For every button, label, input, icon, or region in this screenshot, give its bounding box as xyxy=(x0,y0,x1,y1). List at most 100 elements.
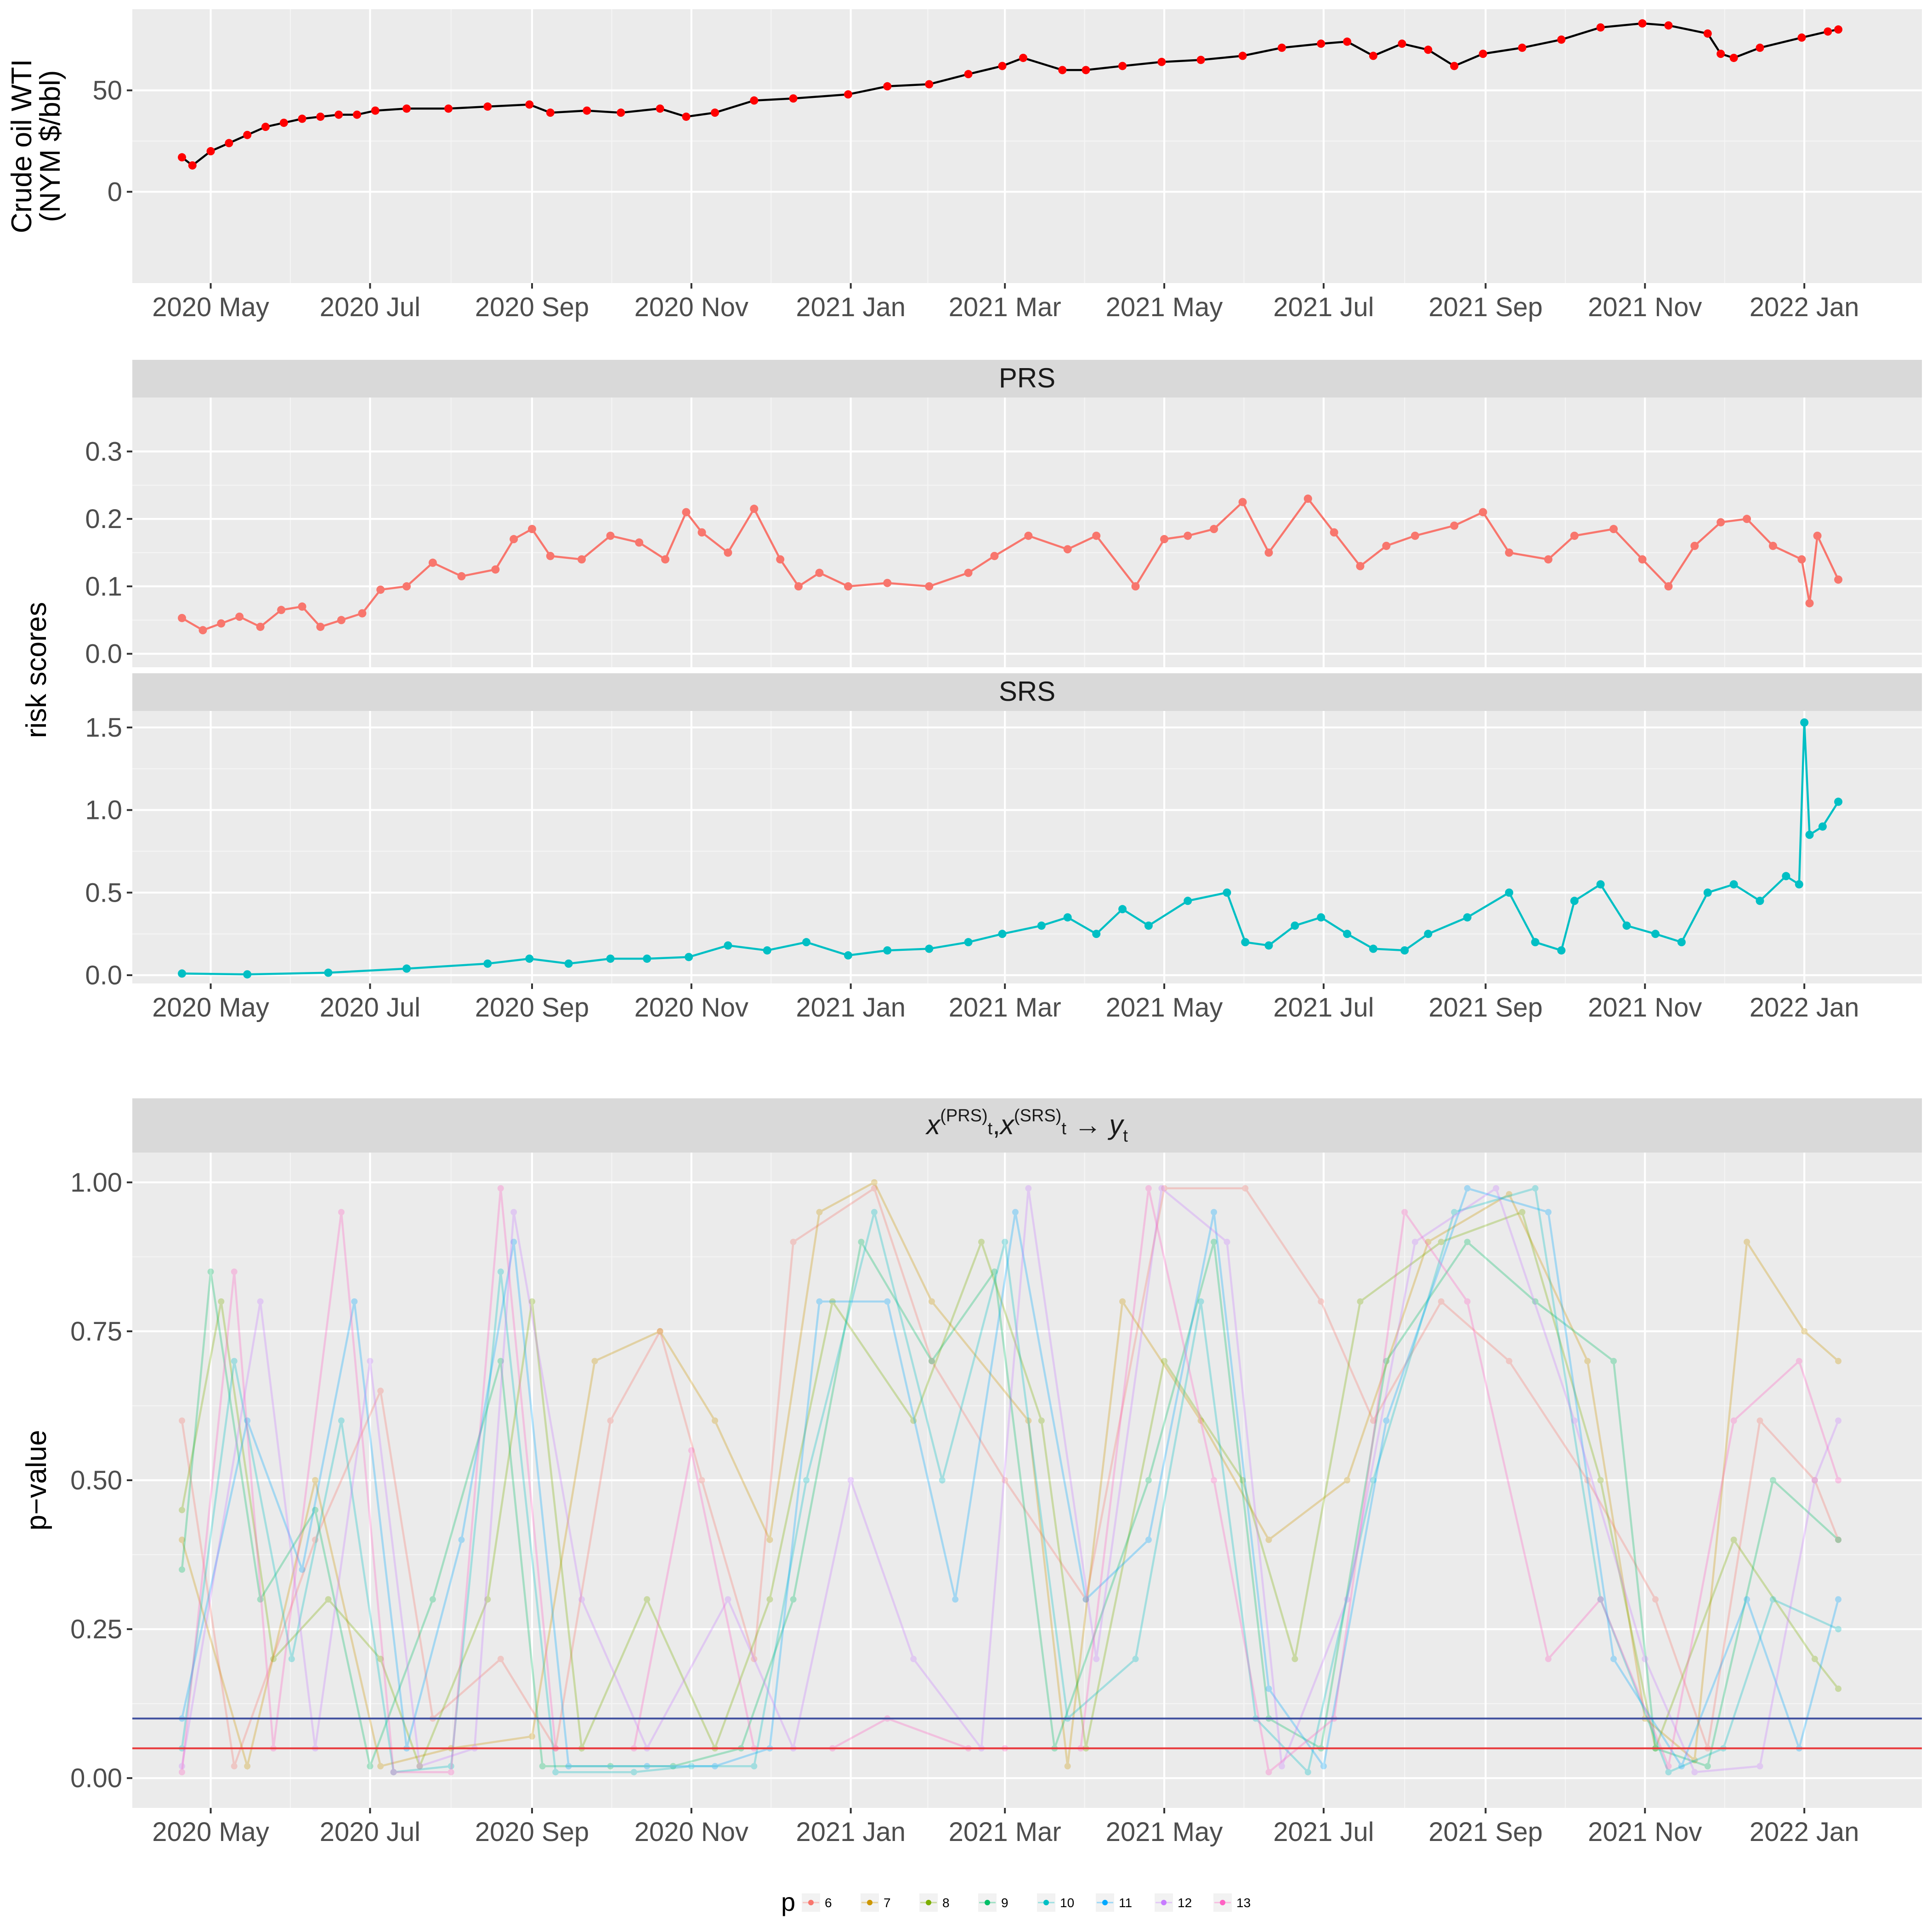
oil-panel-x-tick-label: 2022 Jan xyxy=(1750,292,1859,322)
pval-series-p6-point xyxy=(179,1417,186,1424)
risk-series-PRS-point xyxy=(990,551,999,560)
pval-series-p13-point xyxy=(231,1268,238,1275)
pval-series-p11-line xyxy=(181,1187,1840,1769)
pval-series-p9-point xyxy=(1145,1477,1152,1483)
risk-series-SRS-point xyxy=(883,946,892,955)
pval-series-p10-point xyxy=(1197,1298,1204,1305)
pval-series-p13-point xyxy=(688,1447,695,1454)
risk-strip-PRS xyxy=(132,360,1922,398)
oil-panel-x-tick-label: 2021 Jul xyxy=(1273,292,1374,322)
legend-label: 13 xyxy=(1236,1896,1251,1910)
pval-series-p11-point xyxy=(1545,1209,1552,1216)
risk-series-SRS-point xyxy=(1144,921,1153,930)
risk-series-SRS-point xyxy=(1184,897,1192,905)
pval-series-p11-point xyxy=(1012,1209,1019,1216)
pval-series-p10-point xyxy=(871,1209,878,1216)
risk-panel-SRS-x-tick-label: 2021 Mar xyxy=(949,993,1061,1023)
pval-series-p10-point xyxy=(497,1268,504,1275)
pval-series-p11-point xyxy=(565,1763,572,1770)
risk-series-PRS-point xyxy=(510,535,518,544)
pval-series-p7-point xyxy=(766,1536,773,1543)
legend-label: 9 xyxy=(1001,1896,1008,1910)
pval-series-p6-point xyxy=(1811,1477,1818,1483)
pval-panel-x-tick-label: 2021 Jan xyxy=(796,1817,906,1847)
pval-series-p7-point xyxy=(816,1209,823,1216)
oil-series-0-point xyxy=(1343,37,1352,46)
pval-series-p10-point xyxy=(552,1769,559,1776)
oil-y-axis-title-line: Crude oil WTI xyxy=(6,59,38,233)
risk-panel-PRS-y-tick-label: 0.3 xyxy=(85,437,122,466)
risk-series-SRS-point xyxy=(1800,718,1809,727)
oil-panel-y-tick-label: 0 xyxy=(108,177,122,207)
pval-strip-label-part: y xyxy=(1107,1109,1125,1140)
risk-series-PRS-point xyxy=(1638,555,1647,564)
risk-series-PRS-point xyxy=(844,582,852,591)
risk-series-PRS-point xyxy=(1238,498,1247,506)
legend-label: 6 xyxy=(825,1896,832,1910)
pval-series-p9-point xyxy=(367,1763,374,1770)
pval-series-p8-point xyxy=(1519,1209,1526,1216)
pval-series-p10-point xyxy=(939,1477,946,1483)
pval-series-p6-point xyxy=(497,1655,504,1662)
pval-strip-label-part: x xyxy=(925,1109,941,1140)
risk-series-SRS-point xyxy=(1570,897,1579,905)
pval-series-p12-point xyxy=(1756,1763,1763,1770)
pval-series-p7-point xyxy=(1119,1298,1126,1305)
risk-series-PRS-point xyxy=(178,614,187,622)
pval-series-p12-point xyxy=(179,1763,186,1770)
risk-series-SRS-point xyxy=(483,959,492,968)
pval-series-p9-point xyxy=(429,1596,436,1603)
pval-panel-x-tick-label: 2021 Jul xyxy=(1273,1817,1374,1847)
risk-panel-SRS-background xyxy=(132,711,1922,983)
risk-series-SRS-point xyxy=(998,930,1007,938)
risk-series-PRS xyxy=(178,494,1843,635)
pval-series-p13-point xyxy=(1401,1209,1408,1216)
risk-series-SRS-point xyxy=(643,954,652,963)
pval-series-p6-point xyxy=(871,1185,878,1192)
pval-series-p12-point xyxy=(1493,1185,1500,1192)
pval-series-p12-point xyxy=(510,1209,517,1216)
pval-series-p8-point xyxy=(270,1655,277,1662)
risk-series-SRS-point xyxy=(1317,913,1326,922)
risk-panel-SRS-y-tick-label: 1.0 xyxy=(85,795,122,825)
oil-series-0-point xyxy=(1479,50,1487,58)
pval-series-p11-point xyxy=(1610,1655,1617,1662)
oil-panel-x-tick-label: 2021 Jan xyxy=(796,292,906,322)
pval-series-p7-point xyxy=(1584,1358,1591,1364)
legend-key-point xyxy=(1043,1900,1049,1905)
pval-series-p13-point xyxy=(1265,1769,1272,1776)
oil-series-0-point xyxy=(1450,62,1459,70)
risk-series-SRS-point xyxy=(1369,944,1377,953)
oil-series-0-point xyxy=(225,139,233,148)
pval-series-p6-point xyxy=(1652,1596,1659,1603)
oil-series-0-point xyxy=(1703,29,1712,38)
pval-series-p10-line xyxy=(181,1187,1839,1774)
oil-series-0-point xyxy=(617,108,625,117)
pval-series-p11-point xyxy=(1383,1417,1390,1424)
pval-series-p7-point xyxy=(312,1477,319,1483)
risk-series-SRS xyxy=(178,718,1843,979)
oil-series-0-point xyxy=(789,94,798,103)
pval-series-p8-point xyxy=(1730,1536,1737,1543)
oil-series-0-point xyxy=(998,62,1007,70)
risk-series-PRS-point xyxy=(1356,562,1365,570)
pval-series-p9-point xyxy=(179,1566,186,1573)
pval-series-p12-point xyxy=(1691,1769,1698,1776)
risk-series-PRS-point xyxy=(1544,555,1552,564)
pval-series-p7-point xyxy=(1064,1763,1071,1770)
oil-panel-x-tick-label: 2020 Sep xyxy=(475,292,589,322)
pval-series-p12-point xyxy=(1025,1185,1032,1192)
oil-panel-background xyxy=(132,9,1922,283)
pval-series-p9-point xyxy=(1769,1477,1776,1483)
legend-key-point xyxy=(985,1900,990,1905)
pval-panel-x-tick-label: 2021 Mar xyxy=(949,1817,1061,1847)
legend-item: 12 xyxy=(1155,1893,1192,1912)
pval-series-p12-point xyxy=(725,1596,731,1603)
risk-series-SRS-point xyxy=(1756,897,1764,905)
pval-series-p7-point xyxy=(1197,1417,1204,1424)
oil-series-0-point xyxy=(243,131,252,139)
risk-series-PRS-point xyxy=(358,609,367,618)
pval-series-p12 xyxy=(179,1185,1842,1776)
pval-series-p6-point xyxy=(751,1655,758,1662)
risk-series-PRS-point xyxy=(1690,541,1699,550)
